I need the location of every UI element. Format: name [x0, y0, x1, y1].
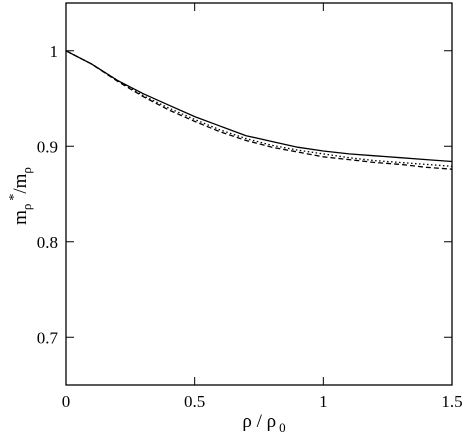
- y-axis-label-sub2: ρ: [19, 167, 34, 174]
- y-axis-label-sub: ρ: [19, 204, 34, 211]
- y-axis-label: mρ*/mρ: [7, 167, 34, 225]
- series-line-solid: [65, 50, 453, 163]
- x-axis-label-sep: /: [252, 411, 267, 432]
- y-axis-label-sup: *: [7, 194, 22, 201]
- y-tick-label: 0.7: [37, 328, 59, 347]
- series-line-dotted: [65, 50, 453, 167]
- series-line-dashed: [65, 50, 453, 170]
- y-tick-label: 0.9: [37, 137, 58, 156]
- x-tick-label: 1: [319, 392, 328, 411]
- y-tick-label: 1: [50, 42, 59, 61]
- x-axis-label-sub2: 0: [279, 420, 286, 435]
- y-axis-label-base: m: [10, 210, 31, 225]
- x-tick-label: 0: [62, 392, 71, 411]
- x-tick-label: 1.5: [441, 392, 462, 411]
- y-tick-label: 0.8: [37, 233, 58, 252]
- x-axis-label-base2: ρ: [267, 411, 276, 432]
- tick-labels-group: 0 0.5 1 1.5 0.7 0.8 0.9 1: [37, 42, 463, 411]
- x-tick-label: 0.5: [184, 392, 205, 411]
- series-group: [65, 50, 453, 170]
- ticks-group: [65, 3, 453, 385]
- y-axis-label-sep: /m: [10, 173, 31, 193]
- plot-frame: [65, 2, 453, 386]
- x-axis-label-base: ρ: [242, 411, 251, 432]
